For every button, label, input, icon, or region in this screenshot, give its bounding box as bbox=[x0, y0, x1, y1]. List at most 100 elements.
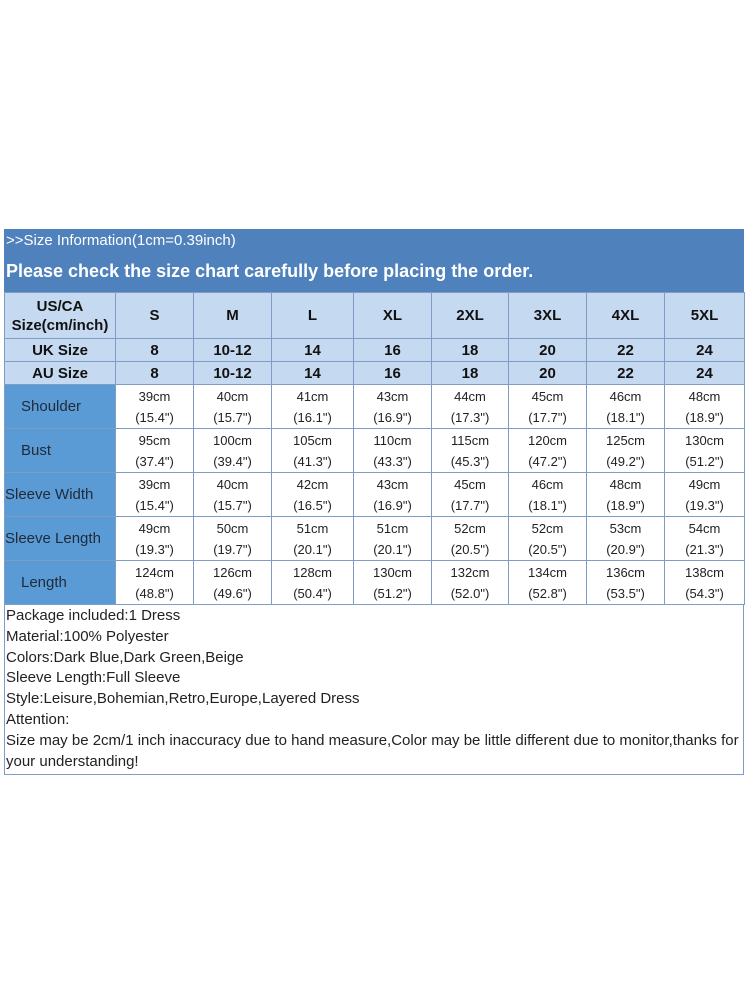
size-row: US/CA Size(cm/inch) S M L XL 2XL 3XL 4XL 5XL bbox=[4, 292, 745, 339]
cm-value: 44cm bbox=[454, 388, 486, 404]
inch-value: (51.2") bbox=[685, 453, 724, 469]
size-cell: 20 bbox=[508, 361, 587, 385]
inch-value: (53.5") bbox=[606, 585, 645, 601]
cm-value: 53cm bbox=[609, 520, 642, 536]
measurement-cell: 100cm (39.4") bbox=[193, 428, 272, 473]
note-line: Colors:Dark Blue,Dark Green,Beige bbox=[6, 648, 244, 666]
cm-value: 125cm bbox=[605, 432, 646, 448]
cm-value: 136cm bbox=[605, 564, 646, 580]
inch-value: (15.7") bbox=[213, 409, 252, 425]
size-cell: 24 bbox=[664, 361, 745, 385]
measurement-row: Shoulder 39cm (15.4") 40cm (15.7") 41cm (16.1"… bbox=[4, 384, 745, 429]
size-cell: 14 bbox=[271, 338, 354, 362]
size-cell: 16 bbox=[353, 338, 432, 362]
size-cell: 5XL bbox=[664, 292, 745, 339]
inch-value: (20.1") bbox=[373, 541, 412, 557]
cm-value: 46cm bbox=[609, 388, 642, 404]
inch-value: (17.3") bbox=[450, 409, 490, 425]
cm-value: 138cm bbox=[684, 564, 725, 580]
inch-value: (18.1") bbox=[606, 409, 645, 425]
cm-value: 45cm bbox=[454, 476, 486, 492]
note-line: Package included:1 Dress bbox=[6, 607, 181, 624]
cm-value: 95cm bbox=[138, 432, 171, 448]
inch-value: (15.7") bbox=[213, 497, 252, 513]
measurement-label: Length bbox=[4, 560, 116, 605]
measurement-cell: 40cm (15.7") bbox=[193, 384, 272, 429]
cm-value: 126cm bbox=[212, 564, 253, 580]
size-cell: 10-12 bbox=[193, 361, 272, 385]
measurement-cell: 53cm (20.9") bbox=[586, 516, 665, 561]
cm-value: 54cm bbox=[688, 520, 721, 536]
measurement-cell: 50cm (19.7") bbox=[193, 516, 272, 561]
measurement-cell: 105cm (41.3") bbox=[271, 428, 354, 473]
size-info-title: >>Size Information(1cm=0.39inch) bbox=[4, 229, 744, 253]
measurement-label: Bust bbox=[4, 428, 116, 473]
inch-value: (37.4") bbox=[135, 453, 174, 469]
measurement-label: Shoulder bbox=[4, 384, 116, 429]
size-cell: S bbox=[115, 292, 194, 339]
measurement-cell: 43cm (16.9") bbox=[353, 472, 432, 517]
size-cell: XL bbox=[353, 292, 432, 339]
measurement-cell: 52cm (20.5") bbox=[431, 516, 509, 561]
size-cell: 22 bbox=[586, 361, 665, 385]
inch-value: (16.9") bbox=[373, 409, 412, 425]
measurement-cell: 130cm (51.2") bbox=[353, 560, 432, 605]
cm-value: 40cm bbox=[216, 388, 249, 404]
cm-value: 41cm bbox=[296, 388, 329, 404]
measurement-cell: 48cm (18.9") bbox=[586, 472, 665, 517]
size-cell: 2XL bbox=[431, 292, 509, 339]
inch-value: (43.3") bbox=[373, 453, 412, 469]
measurement-label: Sleeve Length bbox=[4, 516, 116, 561]
cm-value: 49cm bbox=[138, 520, 171, 536]
measurement-cell: 49cm (19.3") bbox=[115, 516, 194, 561]
size-cell: M bbox=[193, 292, 272, 339]
inch-value: (18.1") bbox=[528, 497, 567, 513]
inch-value: (39.4") bbox=[213, 453, 252, 469]
size-cell: 10-12 bbox=[193, 338, 272, 362]
cm-value: 128cm bbox=[292, 564, 333, 580]
measurement-cell: 44cm (17.3") bbox=[431, 384, 509, 429]
measurement-row: Sleeve Length 49cm (19.3") 50cm (19.7") 51cm (… bbox=[4, 516, 745, 561]
inch-value: (20.1") bbox=[293, 541, 332, 557]
note-line: Size may be 2cm/1 inch inaccuracy due to… bbox=[6, 731, 739, 770]
measurement-cell: 120cm (47.2") bbox=[508, 428, 587, 473]
cm-value: 51cm bbox=[296, 520, 329, 536]
cm-value: 130cm bbox=[684, 432, 725, 448]
measurement-cell: 134cm (52.8") bbox=[508, 560, 587, 605]
measurement-cell: 51cm (20.1") bbox=[271, 516, 354, 561]
note-line: Material:100% Polyester bbox=[6, 627, 169, 645]
cm-value: 134cm bbox=[527, 564, 568, 580]
cm-value: 43cm bbox=[376, 476, 409, 492]
measurement-label: Sleeve Width bbox=[4, 472, 116, 517]
size-cell: 3XL bbox=[508, 292, 587, 339]
cm-value: 124cm bbox=[134, 564, 175, 580]
measurement-cell: 40cm (15.7") bbox=[193, 472, 272, 517]
inch-value: (19.7") bbox=[213, 541, 252, 557]
inch-value: (20.9") bbox=[606, 541, 645, 557]
row-label: US/CA Size(cm/inch) bbox=[4, 292, 116, 339]
measurement-cell: 115cm (45.3") bbox=[431, 428, 509, 473]
cm-value: 42cm bbox=[296, 476, 329, 492]
inch-value: (45.3") bbox=[450, 453, 490, 469]
inch-value: (20.5") bbox=[528, 541, 567, 557]
cm-value: 105cm bbox=[292, 432, 333, 448]
inch-value: (49.2") bbox=[606, 453, 645, 469]
inch-value: (52.8") bbox=[528, 585, 567, 601]
size-cell: 4XL bbox=[586, 292, 665, 339]
size-row: UK Size 8 10-12 14 16 18 20 22 24 bbox=[4, 338, 745, 362]
measurement-cell: 124cm (48.8") bbox=[115, 560, 194, 605]
measurement-cell: 52cm (20.5") bbox=[508, 516, 587, 561]
size-chart-notice: Please check the size chart carefully be… bbox=[4, 253, 744, 292]
measurement-cell: 41cm (16.1") bbox=[271, 384, 354, 429]
size-chart: >>Size Information(1cm=0.39inch) Please … bbox=[4, 229, 745, 776]
inch-value: (16.1") bbox=[293, 409, 332, 425]
cm-value: 52cm bbox=[454, 520, 486, 536]
note-line: Attention: bbox=[6, 710, 70, 728]
cm-value: 50cm bbox=[216, 520, 249, 536]
size-cell: 20 bbox=[508, 338, 587, 362]
note-line: Style:Leisure,Bohemian,Retro,Europe,Laye… bbox=[6, 690, 360, 708]
size-cell: 18 bbox=[431, 338, 509, 362]
inch-value: (49.6") bbox=[213, 585, 252, 601]
size-cell: 18 bbox=[431, 361, 509, 385]
size-row: AU Size 8 10-12 14 16 18 20 22 24 bbox=[4, 361, 745, 385]
